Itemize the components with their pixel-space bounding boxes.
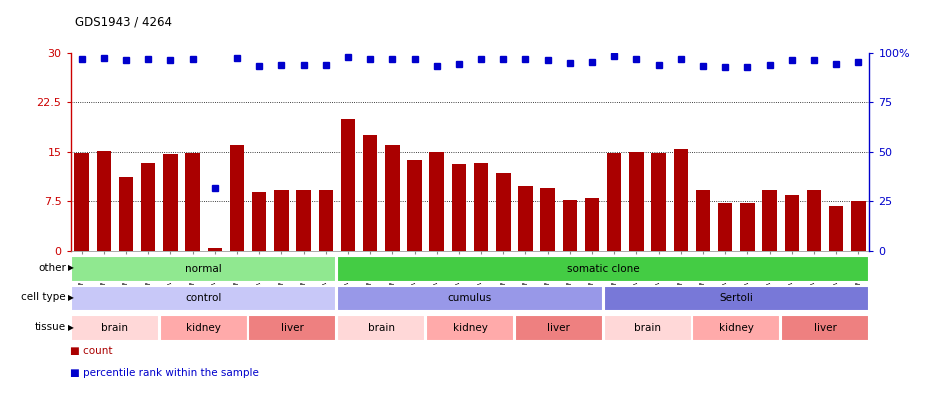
Bar — [70, 286, 337, 311]
Bar — [651, 153, 666, 251]
Text: tissue: tissue — [35, 322, 66, 332]
Bar — [540, 188, 555, 251]
Bar — [185, 153, 200, 251]
Bar — [296, 190, 311, 251]
Bar — [603, 286, 870, 311]
Text: liver: liver — [281, 323, 304, 333]
Bar — [807, 190, 822, 251]
Bar — [718, 203, 732, 251]
Text: other: other — [38, 263, 66, 273]
Text: normal: normal — [185, 264, 222, 274]
Bar — [603, 315, 692, 341]
Text: ■ percentile rank within the sample: ■ percentile rank within the sample — [70, 368, 259, 378]
Bar — [337, 286, 603, 311]
Bar — [696, 190, 711, 251]
Bar — [740, 203, 755, 251]
Bar — [164, 154, 178, 251]
Text: brain: brain — [368, 323, 395, 333]
Bar — [70, 315, 159, 341]
Bar — [74, 153, 88, 251]
Bar — [337, 315, 425, 341]
Bar — [363, 135, 377, 251]
Text: GDS1943 / 4264: GDS1943 / 4264 — [75, 15, 172, 28]
Bar — [208, 248, 222, 251]
Bar — [693, 315, 780, 341]
Text: kidney: kidney — [186, 323, 221, 333]
Text: ▶: ▶ — [68, 293, 73, 302]
Bar — [515, 315, 603, 341]
Text: cumulus: cumulus — [447, 294, 493, 303]
Bar — [762, 190, 776, 251]
Text: control: control — [185, 294, 222, 303]
Bar — [70, 256, 337, 281]
Text: somatic clone: somatic clone — [567, 264, 639, 274]
Text: Sertoli: Sertoli — [719, 294, 753, 303]
Bar — [229, 145, 244, 251]
Bar — [337, 256, 870, 281]
Bar — [426, 315, 514, 341]
Bar — [141, 163, 155, 251]
Bar — [852, 201, 866, 251]
Text: ▶: ▶ — [68, 322, 73, 332]
Text: brain: brain — [102, 323, 129, 333]
Bar — [407, 160, 422, 251]
Bar — [563, 200, 577, 251]
Bar — [585, 198, 600, 251]
Bar — [496, 173, 510, 251]
Text: cell type: cell type — [22, 292, 66, 303]
Bar — [340, 119, 355, 251]
Text: liver: liver — [547, 323, 571, 333]
Bar — [607, 153, 621, 251]
Bar — [248, 315, 337, 341]
Text: ■ count: ■ count — [70, 346, 113, 356]
Bar — [629, 152, 644, 251]
Bar — [829, 206, 843, 251]
Bar — [518, 185, 533, 251]
Bar — [430, 152, 444, 251]
Bar — [97, 151, 111, 251]
Bar — [785, 195, 799, 251]
Bar — [319, 190, 333, 251]
Bar — [118, 177, 133, 251]
Bar — [474, 163, 488, 251]
Text: brain: brain — [634, 323, 661, 333]
Text: ▶: ▶ — [68, 263, 73, 273]
Text: kidney: kidney — [452, 323, 488, 333]
Bar — [160, 315, 247, 341]
Text: liver: liver — [814, 323, 837, 333]
Bar — [385, 145, 400, 251]
Bar — [781, 315, 870, 341]
Bar — [452, 164, 466, 251]
Bar — [252, 192, 266, 251]
Bar — [674, 149, 688, 251]
Bar — [274, 190, 289, 251]
Text: kidney: kidney — [719, 323, 754, 333]
